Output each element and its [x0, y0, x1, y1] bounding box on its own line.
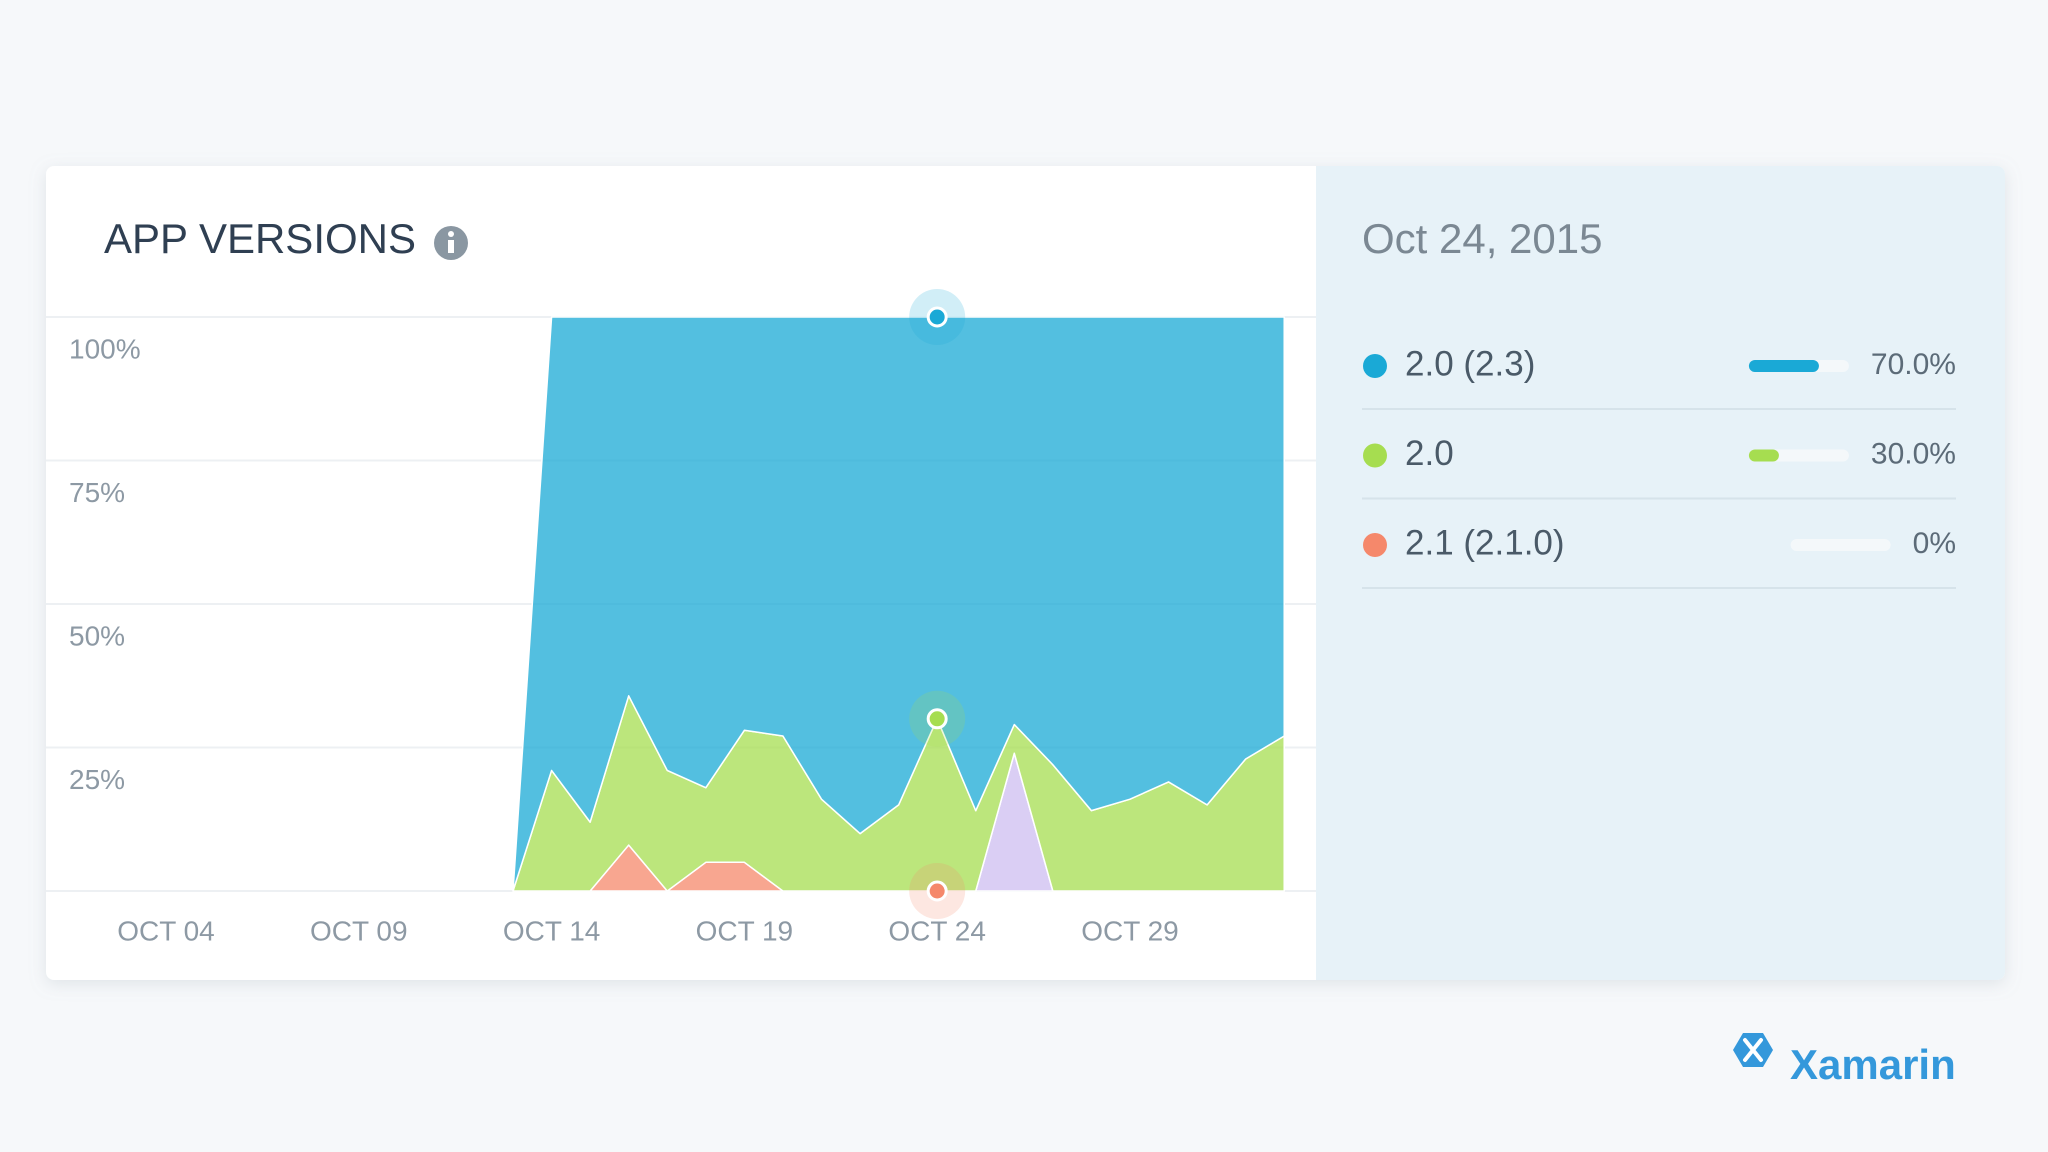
- brand-logo: [1733, 1033, 1773, 1067]
- y-tick-label: 25%: [69, 764, 125, 795]
- legend-dot: [1363, 443, 1387, 468]
- hover-marker: [926, 880, 948, 902]
- x-tick-label: OCT 24: [888, 915, 986, 946]
- legend-bar-track: [1790, 539, 1891, 551]
- panel-date: Oct 24, 2015: [1362, 215, 1603, 262]
- legend-value: 70.0%: [1871, 348, 1956, 381]
- legend-label: 2.0: [1405, 434, 1454, 473]
- y-tick-label: 100%: [69, 333, 141, 364]
- legend-label: 2.1 (2.1.0): [1405, 523, 1565, 562]
- legend-bar: [1748, 360, 1819, 372]
- y-tick-label: 50%: [69, 620, 125, 651]
- area: [512, 316, 1285, 892]
- x-tick-label: OCT 09: [310, 915, 408, 946]
- hover-marker: [926, 708, 948, 730]
- x-tick-label: OCT 19: [696, 915, 794, 946]
- info-icon[interactable]: [434, 226, 468, 260]
- legend-value: 0%: [1913, 527, 1956, 560]
- chart-title: APP VERSIONS: [104, 215, 416, 262]
- x-tick-label: OCT 29: [1081, 915, 1179, 946]
- x-tick-label: OCT 14: [503, 915, 601, 946]
- legend-dot: [1363, 354, 1387, 378]
- x-tick-label: OCT 04: [117, 915, 215, 946]
- legend-value: 30.0%: [1871, 437, 1956, 470]
- detail-panel: [1316, 166, 2005, 980]
- y-tick-label: 75%: [69, 477, 125, 508]
- legend-label: 2.0 (2.3): [1405, 344, 1535, 383]
- hover-marker: [926, 306, 948, 328]
- brand-name: Xamarin: [1790, 1041, 1956, 1088]
- legend-dot: [1363, 533, 1387, 557]
- legend-bar: [1748, 449, 1779, 462]
